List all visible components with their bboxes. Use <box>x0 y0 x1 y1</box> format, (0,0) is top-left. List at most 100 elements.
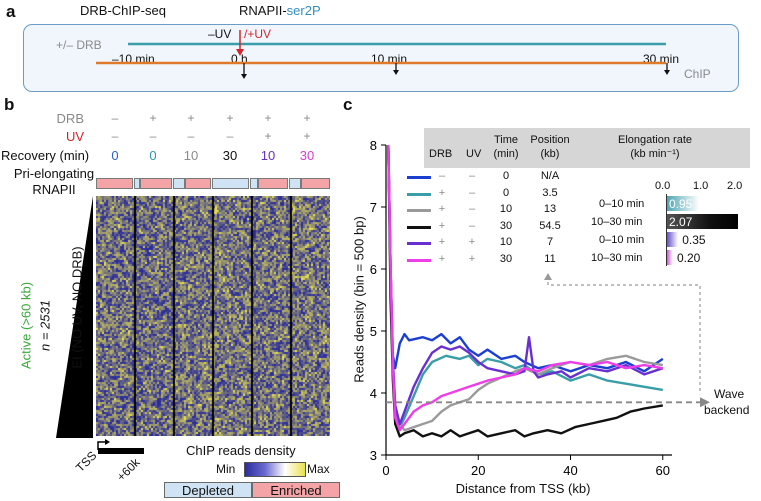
y-tick-label: 8 <box>370 138 377 153</box>
recovery-value: 10 <box>183 148 199 163</box>
th-uv: UV <box>466 148 482 160</box>
recovery-value: 10 <box>260 148 276 163</box>
table-cell-drb: + <box>438 203 446 215</box>
table-header-band <box>424 128 750 168</box>
legend-gradient <box>244 462 306 477</box>
row-header-recovery: Recovery (min) <box>1 148 90 163</box>
legend-min: Min <box>216 462 236 476</box>
elong-row-label: 0–10 min <box>599 234 645 246</box>
heatmap-canvas <box>96 196 330 436</box>
ser2p-text: ser2P <box>286 3 321 18</box>
chip-arrow-30min-head <box>664 70 670 75</box>
timeline-box <box>23 24 739 92</box>
table-cell-time: 30 <box>499 252 513 265</box>
table-cell-position: 11 <box>544 252 556 265</box>
y-tick-label: 4 <box>370 386 377 401</box>
table-cell-uv: – <box>468 186 476 199</box>
th-elong-line2: (kb min⁻¹) <box>630 148 680 160</box>
uv-minus-label: –UV <box>208 27 232 41</box>
table-cell-drb: + <box>438 219 446 232</box>
elong-bar <box>666 250 673 265</box>
legend-line <box>407 258 431 262</box>
table-cell-uv: + <box>468 252 476 265</box>
table-cell-drb: + <box>438 252 446 265</box>
drb-value: + <box>226 111 234 125</box>
rnapii-ser2p-label: RNAPII-ser2P <box>239 3 321 18</box>
drb-value: + <box>264 111 272 125</box>
uv-value: + <box>264 129 272 143</box>
elong-bar <box>666 232 679 247</box>
drb-value: + <box>187 111 195 125</box>
uv-arrow-head <box>236 49 244 56</box>
triangle-shape <box>56 196 93 438</box>
panel-c-label: c <box>343 95 353 114</box>
th-time-line2: (min) <box>493 148 519 160</box>
row-header-pri-line1: Pri-elongating <box>13 166 95 181</box>
row-header-drb: DRB <box>56 111 84 126</box>
th-drb: DRB <box>429 148 453 160</box>
table-cell-position: 7 <box>546 236 554 248</box>
y-axis-label: Reads density (bin = 500 bp) <box>351 216 367 383</box>
table-cell-uv: – <box>468 170 476 182</box>
recovery-value: 0 <box>149 148 157 163</box>
elong-tick: 2.0 <box>727 180 743 192</box>
table-cell-time: 10 <box>499 203 513 215</box>
y-tick-label: 3 <box>370 448 377 463</box>
elong-row-label: 10–30 min <box>591 252 643 264</box>
wave-label-2: backend <box>704 403 750 417</box>
row-header-uv: UV <box>65 129 84 144</box>
x-tick-label: 60 <box>656 463 670 478</box>
table-cell-time: 30 <box>499 219 513 232</box>
legend-max: Max <box>307 462 330 476</box>
series-line <box>387 144 663 432</box>
rnapii-text: RNAPII- <box>239 3 287 18</box>
elong-bar <box>666 214 739 229</box>
legend-line <box>407 176 431 179</box>
recovery-value: 0 <box>111 148 119 163</box>
tss-arrow-head <box>105 439 110 445</box>
timeline-graphics <box>96 30 670 79</box>
table-cell-drb: + <box>438 186 446 199</box>
row-header-pri-line2: RNAPII <box>32 182 76 197</box>
pri-depleted-box <box>173 178 185 189</box>
table-cell-time: 10 <box>499 236 513 248</box>
x-tick-label: 40 <box>563 463 577 478</box>
drb-value: + <box>149 111 157 125</box>
th-position: Position (kb) <box>524 133 576 161</box>
uv-plus-label: /+UV <box>244 27 272 41</box>
elong-zero-line <box>666 194 667 266</box>
table-cell-position: 13 <box>543 203 557 215</box>
elong-bar <box>666 196 700 211</box>
th-time: Time (min) <box>488 133 524 161</box>
legend-title: ChIP reads density <box>186 443 296 458</box>
elong-row-label: 10–30 min <box>591 216 643 228</box>
wave-label-1: Wave <box>714 387 745 401</box>
expression-triangle <box>56 196 93 438</box>
pri-depleted-box <box>212 178 249 189</box>
elong-value: 0.20 <box>677 251 701 265</box>
pri-depleted-box <box>289 178 301 189</box>
tss-arrow-line <box>97 441 106 450</box>
legend-depleted: Depleted <box>164 482 252 498</box>
drb-chip-seq-label: DRB-ChIP-seq <box>80 3 166 18</box>
recovery-value: 30 <box>299 148 315 163</box>
elong-value: 2.07 <box>669 215 693 229</box>
wave-backend-arrowhead <box>700 397 710 408</box>
legend-line <box>407 192 431 196</box>
x-axis-label: Distance from TSS (kb) <box>455 481 591 496</box>
table-cell-time: 0 <box>502 186 510 199</box>
panel-a-label: a <box>6 2 16 21</box>
th-position-line1: Position <box>530 134 570 146</box>
connector-line <box>547 276 701 395</box>
elong-row-label: 0–10 min <box>599 198 645 210</box>
series-line <box>387 144 663 429</box>
drb-value: + <box>303 111 311 125</box>
table-cell-uv: – <box>468 203 476 215</box>
row-header-pri: Pri-elongating RNAPII <box>4 166 104 198</box>
x-tick-label: 0 <box>382 463 389 478</box>
elong-value: 0.35 <box>682 233 706 247</box>
chip-arrow-10min-head <box>393 70 399 75</box>
tss-marker <box>97 439 144 454</box>
elong-tick: 0.0 <box>655 180 671 192</box>
